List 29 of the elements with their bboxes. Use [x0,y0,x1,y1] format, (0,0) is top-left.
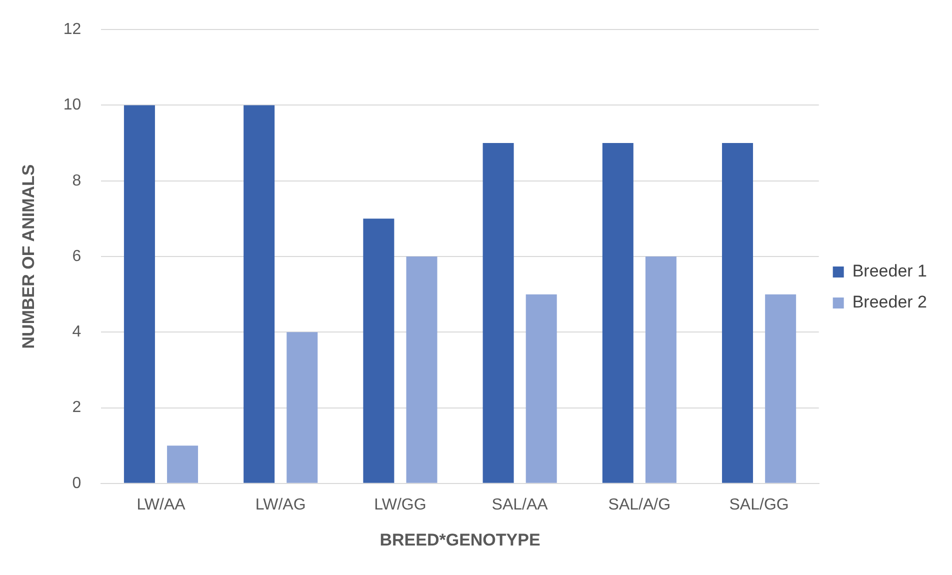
x-tick-label: LW/GG [374,496,426,514]
y-tick-label: 8 [72,172,82,190]
bar [482,143,514,483]
y-tick-label: 4 [72,324,82,341]
y-tick-label: 10 [63,96,82,114]
x-tick-label: SAL/AA [492,496,548,514]
y-tick-label: 12 [63,21,82,38]
bar [602,143,634,483]
bar [286,332,318,483]
x-tick-label: SAL/GG [729,496,789,514]
bar [363,218,394,483]
bar [645,256,676,483]
bar [167,446,198,483]
bar [124,105,155,483]
bar [406,256,438,483]
bar [244,105,275,483]
x-axis-title: BREED*GENOTYPE [380,530,540,550]
y-tick-label: 2 [72,399,82,416]
y-tick-label: 6 [72,248,82,265]
legend-label: Breeder 2 [852,292,928,312]
y-tick-label: 0 [72,474,82,492]
y-axis-title: NUMBER OF ANIMALS [18,164,38,349]
bar [765,294,796,483]
bar [526,294,557,483]
x-tick-label: LW/AA [136,496,186,514]
bar [722,143,754,483]
x-tick-label: LW/AG [255,496,306,514]
legend-label: Breeder 1 [852,262,928,281]
x-tick-label: SAL/A/G [608,496,671,514]
